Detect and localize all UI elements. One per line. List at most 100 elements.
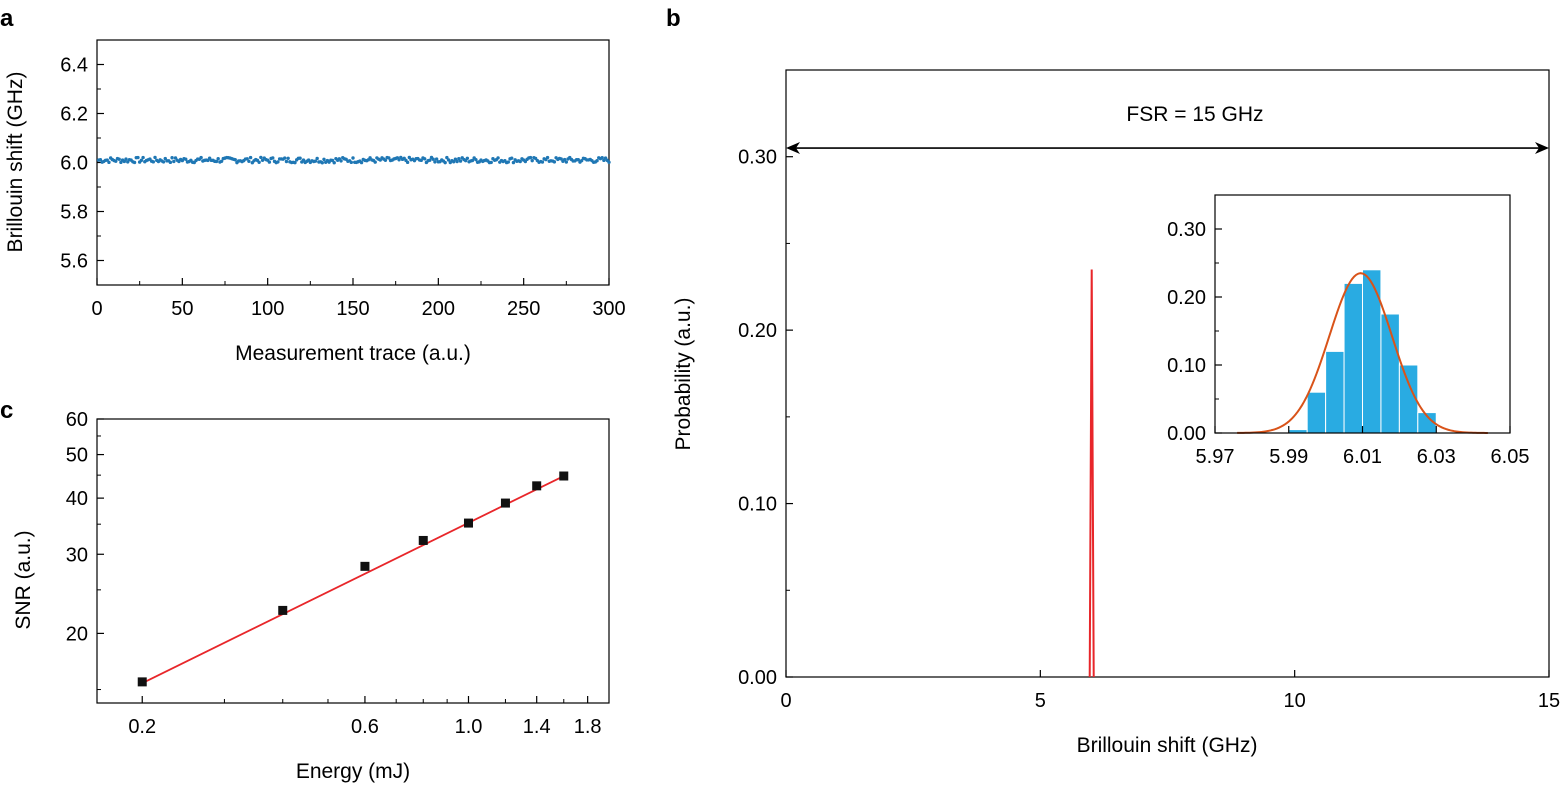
panel-a-point: [579, 158, 584, 163]
panel-a-point: [528, 155, 533, 160]
panel-a-point: [445, 155, 449, 160]
inset-xtick-label: 6.05: [1491, 446, 1530, 468]
panel-b: 0 5 10 15 0.00 0.10 0.20 0.30 FSR = 15 GHz Bril…: [672, 69, 1560, 757]
panel-a-point: [298, 156, 302, 160]
panel-a-point: [172, 159, 176, 164]
panel-c-xtick-label: 1.0: [455, 716, 483, 738]
panel-a-point: [530, 158, 534, 163]
panel-a-point: [107, 160, 111, 165]
fsr-arrowhead-right: [1535, 142, 1549, 155]
panel-a-point: [349, 160, 353, 165]
panel-b-xtick-label: 5: [1035, 690, 1046, 712]
panel-a-point: [122, 159, 127, 164]
panel-b-peak: [1088, 269, 1095, 678]
panel-a-ytick-label: 6.2: [60, 104, 88, 126]
panel-c-ytick-label: 30: [66, 544, 88, 566]
panel-a-point: [313, 159, 318, 163]
fsr-arrowhead-left: [786, 142, 800, 155]
panel-a-point: [286, 156, 290, 160]
panel-c-point: [500, 498, 510, 508]
panel-b-frame: [785, 69, 1550, 678]
panel-a-point: [284, 159, 289, 164]
panel-a-point: [559, 157, 563, 161]
panel-c-xtick-label: 0.2: [128, 716, 156, 738]
panel-b-xlabel: Brillouin shift (GHz): [1077, 734, 1258, 757]
panel-a-xtick-label: 200: [422, 298, 455, 320]
panel-a-point: [161, 160, 166, 164]
panel-c-point: [278, 605, 288, 615]
panel-a-point: [259, 155, 263, 160]
panel-letter-a: a: [0, 5, 14, 32]
panel-a-point: [351, 156, 355, 160]
panel-a-point: [283, 156, 287, 160]
panel-letter-b: b: [666, 5, 681, 32]
panel-c-point: [532, 481, 542, 491]
panel-a-point: [139, 158, 144, 163]
panel-a-point: [199, 155, 203, 160]
panel-a-point: [293, 160, 297, 165]
panel-c-point: [360, 561, 370, 571]
panel-b-xtick-label: 0: [780, 690, 791, 712]
panel-a-point: [373, 160, 377, 164]
panel-b-ytick-label: 0.00: [738, 667, 777, 689]
panel-a-point: [219, 159, 224, 163]
panel-a-point: [595, 159, 599, 163]
panel-a-point: [117, 157, 121, 161]
panel-a-point: [257, 160, 261, 164]
panel-a-point: [141, 155, 145, 160]
panel-letter-c: c: [0, 397, 13, 424]
panel-c-point: [559, 471, 569, 481]
panel-a-ytick-label: 6.4: [60, 55, 88, 77]
inset-fit-curve: [1237, 272, 1488, 434]
panel-c-ytick-label: 40: [66, 488, 88, 510]
panel-a-point: [433, 160, 437, 164]
panel-c-frame: [96, 418, 610, 704]
panel-a-xtick-label: 250: [507, 298, 540, 320]
panel-a-point: [431, 157, 435, 161]
inset-bar: [1325, 350, 1345, 434]
panel-a-point: [552, 160, 557, 164]
panel-a-point: [315, 156, 319, 161]
panel-c-xtick-label: 0.6: [351, 716, 379, 738]
panel-a-point: [518, 159, 522, 164]
panel-a-point: [267, 160, 272, 164]
panel-a-point: [545, 155, 550, 160]
panel-a-point: [151, 160, 156, 164]
panel-a-point: [511, 160, 516, 165]
panel-a-point: [247, 159, 251, 164]
panel-a-point: [320, 161, 324, 165]
inset-xtick-label: 5.97: [1196, 446, 1235, 468]
panel-c-xtick-label: 1.8: [574, 716, 602, 738]
panel-a-point: [245, 157, 249, 161]
panel-a-point: [216, 157, 220, 161]
panel-a-point: [600, 156, 604, 160]
panel-a-point: [576, 157, 580, 162]
panel-a-point: [496, 156, 500, 160]
panel-a-point: [457, 157, 461, 161]
panel-a-point: [428, 158, 432, 162]
panel-c: 0.2 0.6 1.0 1.4 1.8 20 30 40 50 60 Energy (mJ) SN…: [12, 409, 610, 783]
panel-b-ylabel: Probability (a.u.): [672, 298, 695, 451]
panel-a-point: [271, 156, 275, 160]
panel-a-point: [434, 157, 439, 161]
inset-ytick-label: 0.20: [1167, 287, 1206, 309]
panel-a-point: [332, 160, 336, 165]
panel-a-point: [419, 158, 423, 163]
panel-c-ytick-label: 20: [66, 623, 88, 645]
panel-a-ytick-label: 5.8: [60, 202, 88, 224]
panel-a-point: [248, 155, 253, 160]
panel-a-point: [562, 157, 567, 162]
panel-a-point: [339, 159, 343, 163]
inset-ytick-label: 0.00: [1167, 423, 1206, 445]
panel-a-point: [153, 155, 157, 160]
panel-a-xlabel: Measurement trace (a.u.): [235, 342, 471, 365]
panel-c-point: [418, 535, 428, 545]
panel-a-point: [489, 160, 493, 165]
panel-a-point: [184, 157, 188, 161]
panel-a-point: [387, 156, 391, 160]
panel-c-ytick-label: 50: [66, 445, 88, 467]
panel-c-point: [463, 518, 473, 528]
panel-a-point: [276, 160, 280, 164]
panel-a-xtick-label: 100: [251, 298, 284, 320]
